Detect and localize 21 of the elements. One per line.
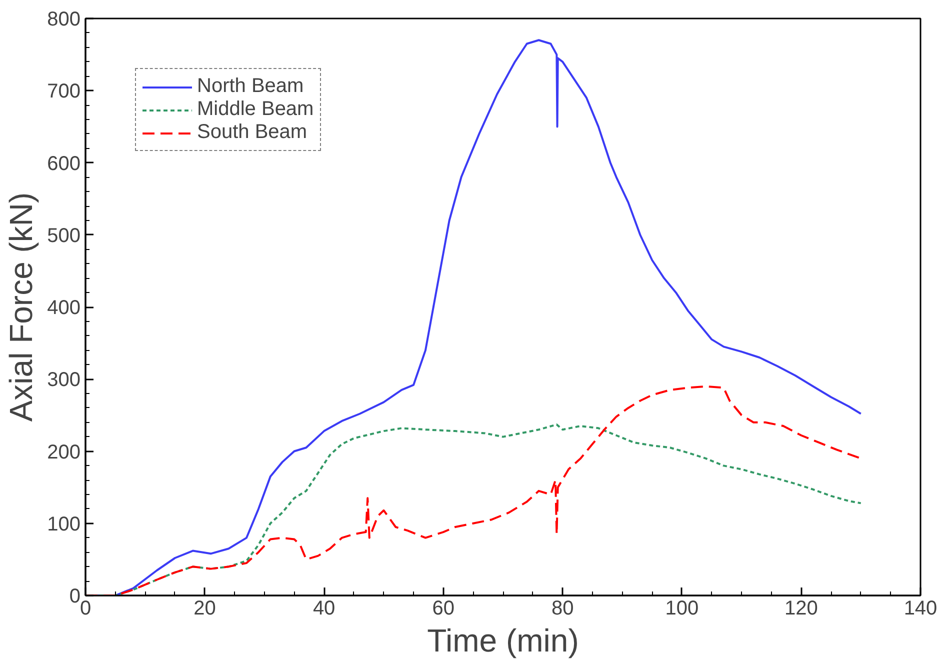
y-tick-label: 300 bbox=[47, 369, 81, 392]
x-tick-label: 40 bbox=[312, 598, 336, 620]
legend-label: South Beam bbox=[197, 121, 308, 144]
x-tick-label: 80 bbox=[552, 598, 574, 620]
x-tick-label: 20 bbox=[194, 598, 216, 620]
x-tick-label: 140 bbox=[904, 598, 938, 620]
x-tick-label: 120 bbox=[784, 598, 818, 620]
legend-label: North Beam bbox=[197, 75, 304, 98]
y-tick-label: 500 bbox=[47, 224, 81, 247]
x-tick-label: 100 bbox=[665, 598, 699, 620]
x-tick-label: 60 bbox=[432, 598, 454, 620]
y-tick-label: 800 bbox=[47, 8, 81, 30]
x-axis-title: Time (min) bbox=[427, 622, 579, 658]
y-tick-label: 400 bbox=[47, 297, 81, 319]
y-tick-label: 100 bbox=[47, 513, 81, 536]
y-tick-label: 200 bbox=[47, 441, 81, 464]
legend-label: Middle Beam bbox=[197, 98, 314, 121]
line-series bbox=[86, 385, 862, 596]
y-axis-title: Axial Force (kN) bbox=[3, 192, 40, 422]
y-tick-label: 600 bbox=[47, 152, 81, 175]
y-tick-label: 700 bbox=[47, 80, 81, 103]
